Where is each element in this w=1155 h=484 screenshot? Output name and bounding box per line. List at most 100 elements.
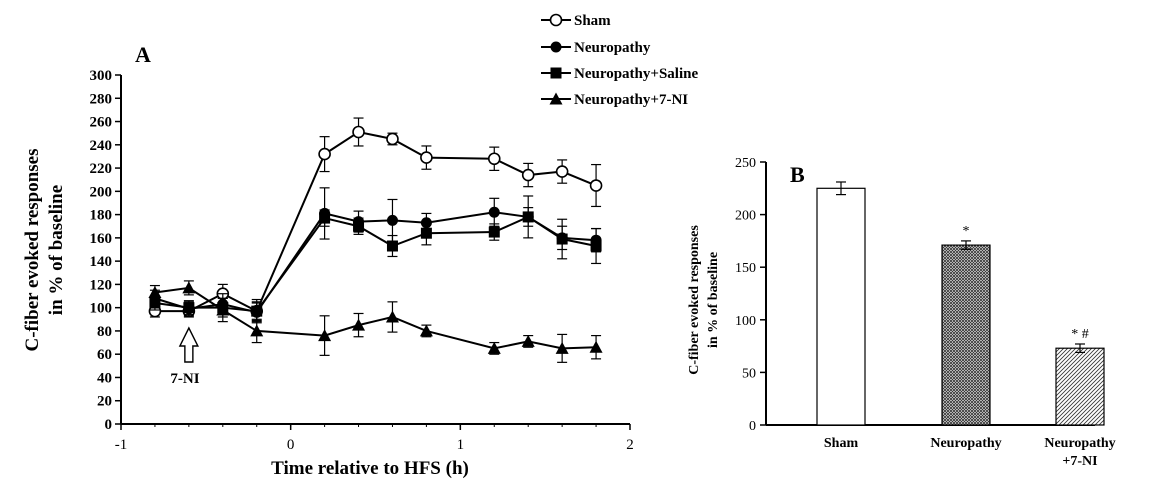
data-point-neuropathy <box>386 214 398 226</box>
data-point-neuropathy-7-ni <box>250 324 264 337</box>
panel-a-x-tick-label: -1 <box>115 437 128 453</box>
data-point-neuropathy-saline <box>319 212 331 224</box>
legend-item-neuropathy-saline: Neuropathy+Saline <box>541 66 698 82</box>
significance-annotation-neuropathy: * <box>963 224 970 239</box>
panel-a-y-tick-label: 120 <box>90 277 113 293</box>
legend-label-sham: Sham <box>574 13 611 29</box>
category-label-neuropathy-7-ni: Neuropathy <box>1044 436 1115 451</box>
data-point-neuropathy-saline <box>353 220 365 232</box>
data-point-neuropathy-7-ni <box>318 329 332 342</box>
data-point-neuropathy-saline <box>420 227 432 239</box>
data-point-neuropathy-saline <box>522 211 534 223</box>
panel-a-y-tick-label: 260 <box>90 115 113 131</box>
panel-a-y-tick-label: 180 <box>90 208 113 224</box>
bar-neuropathy <box>941 244 991 426</box>
data-point-sham <box>386 132 399 146</box>
data-point-neuropathy-7-ni <box>555 341 569 354</box>
panel-a-x-axis-label: Time relative to HFS (h) <box>271 458 469 479</box>
panel-a-y-tick-label: 160 <box>90 231 113 247</box>
legend-item-sham: Sham <box>541 13 611 29</box>
panel-a-y-axis-label-line-2: in % of baseline <box>46 185 67 315</box>
panel-b-y-axis-label-line-1: C-fiber evoked responses <box>687 225 702 375</box>
panel-a-y-tick-label: 280 <box>90 91 113 107</box>
data-point-sham <box>589 179 603 192</box>
legend-label-neuropathy-saline: Neuropathy+Saline <box>574 66 698 82</box>
data-point-neuropathy-7-ni <box>487 341 501 354</box>
panel-a-annotation-7ni: 7-NI <box>170 371 199 387</box>
data-point-sham <box>555 165 569 178</box>
legend-label-neuropathy-7-ni: Neuropathy+7-NI <box>574 92 688 108</box>
panel-a-series <box>148 117 603 363</box>
panel-a-y-tick-label: 100 <box>90 301 113 317</box>
data-point-neuropathy-saline <box>590 240 602 252</box>
data-point-sham <box>487 152 501 166</box>
series-line-neuropathy-saline <box>154 215 597 313</box>
data-point-sham <box>318 147 331 161</box>
panel-b-y-axis-label-line-2: in % of baseline <box>706 252 721 348</box>
panel-b-y-tick-label: 150 <box>735 261 756 276</box>
series-neuropathy-saline <box>149 195 602 322</box>
data-point-neuropathy-saline <box>149 297 161 309</box>
data-point-neuropathy-7-ni <box>385 310 399 323</box>
panel-b-y-tick-label: 100 <box>735 314 756 329</box>
panel-b-y-tick-label: 200 <box>735 209 756 224</box>
legend: Sham Neuropathy Neuropathy+Saline Neuropath… <box>541 13 698 108</box>
data-point-neuropathy-saline <box>556 233 568 245</box>
panel-a-y-tick-label: 80 <box>97 324 112 340</box>
panel-b-y-tick-label: 250 <box>735 156 756 171</box>
category-label-neuropathy: Neuropathy <box>930 436 1001 451</box>
series-neuropathy <box>149 187 602 323</box>
bar-group-neuropathy-7-ni: * # Neuropathy +7-NI <box>1044 327 1115 469</box>
panel-a-y-axis-label-line-1: C-fiber evoked responses <box>22 148 43 351</box>
panel-b-bars: Sham * Neuropathy * # Neuropathy +7-NI <box>816 181 1116 469</box>
bar-group-sham: Sham <box>816 181 866 451</box>
panel-b-bar-chart: B C-fiber evoked responses in % of basel… <box>687 156 1116 469</box>
panel-a-y-tick-label: 220 <box>90 161 113 177</box>
legend-marker-neuropathy-saline <box>550 67 562 79</box>
panel-a-y-tick-label: 20 <box>97 394 112 410</box>
panel-b-y-tick-label: 0 <box>749 419 756 434</box>
panel-b-label: B <box>790 162 805 187</box>
panel-b-axes: 0 50 100 150 200 250 <box>735 156 1095 434</box>
data-point-neuropathy-7-ni <box>148 286 162 299</box>
panel-b-y-tick-label: 50 <box>742 366 756 381</box>
panel-b-y-axis-label: C-fiber evoked responses in % of baselin… <box>687 225 721 375</box>
data-point-neuropathy <box>488 206 500 218</box>
category-label-neuropathy-7-ni: +7-NI <box>1062 454 1097 469</box>
panel-a-y-tick-label: 40 <box>97 370 112 386</box>
data-point-neuropathy-7-ni <box>182 281 196 294</box>
bar-neuropathy-7-ni <box>1055 347 1105 426</box>
category-label-sham: Sham <box>824 436 859 451</box>
legend-marker-neuropathy <box>550 41 562 53</box>
bar-sham <box>816 187 866 426</box>
panel-a-x-tick-label: 0 <box>287 437 295 453</box>
panel-a-y-axis-label: C-fiber evoked responses in % of baselin… <box>22 148 67 351</box>
panel-a-axes: 0204060801001201401601802002202402602803… <box>90 68 634 453</box>
data-point-sham <box>521 168 535 182</box>
panel-a-y-tick-label: 0 <box>105 417 113 433</box>
legend-marker-neuropathy-7-ni <box>549 92 563 105</box>
data-point-neuropathy-7-ni <box>521 334 535 347</box>
data-point-neuropathy-7-ni <box>419 324 433 337</box>
data-point-sham <box>352 125 365 139</box>
panel-a-label: A <box>135 42 151 67</box>
data-point-neuropathy-saline <box>251 305 263 317</box>
data-point-neuropathy-7-ni <box>589 340 603 353</box>
panel-a-y-tick-label: 240 <box>90 138 113 154</box>
panel-a-y-tick-label: 140 <box>90 254 113 270</box>
series-line-neuropathy-7-ni <box>154 286 597 350</box>
panel-a-y-tick-label: 300 <box>90 68 113 84</box>
data-point-neuropathy-7-ni <box>216 303 230 316</box>
panel-a-x-tick-label: 2 <box>626 437 634 453</box>
data-point-neuropathy-saline <box>386 240 398 252</box>
significance-annotation-neuropathy-7-ni: * # <box>1071 327 1089 342</box>
arrow-up-icon <box>178 326 199 363</box>
panel-a-y-tick-label: 60 <box>97 347 112 363</box>
data-point-neuropathy-saline <box>183 302 195 314</box>
data-point-sham <box>420 151 433 164</box>
panel-a-y-tick-label: 200 <box>90 184 113 200</box>
panel-a-7ni-arrow <box>178 326 199 363</box>
bar-group-neuropathy: * Neuropathy <box>930 224 1001 451</box>
data-point-neuropathy-7-ni <box>352 318 366 331</box>
